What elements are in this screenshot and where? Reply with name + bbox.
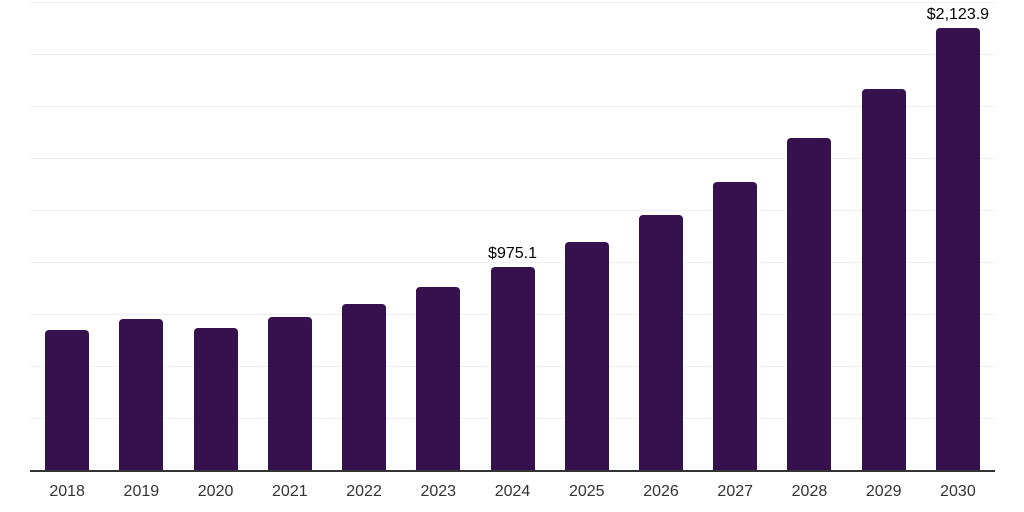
- x-tick-label-2030: 2030: [940, 483, 976, 500]
- x-tick-label-2020: 2020: [197, 483, 234, 500]
- gridline: [30, 106, 995, 107]
- bar-2022: [342, 304, 387, 470]
- bar-value-label: $975.1: [488, 245, 537, 263]
- x-tick-label-2018: 2018: [49, 483, 85, 500]
- bar-slot-2019: [104, 0, 178, 470]
- x-tick-label-2026: 2026: [643, 483, 679, 500]
- x-tick-label-2027: 2027: [717, 483, 754, 500]
- bar-2024: [490, 267, 535, 470]
- bar-slot-2029: [847, 0, 921, 470]
- gridline: [30, 54, 995, 55]
- x-tick-label-2021: 2021: [272, 483, 308, 500]
- bar-slot-2023: [401, 0, 475, 470]
- x-tick-label-2028: 2028: [791, 483, 828, 500]
- bar-2030: [935, 28, 980, 470]
- x-tick-label-2025: 2025: [568, 483, 605, 500]
- bar-2019: [119, 319, 164, 470]
- bar-slot-2021: [253, 0, 327, 470]
- x-tick-label-2022: 2022: [346, 483, 382, 500]
- bar-2025: [564, 242, 609, 470]
- bar-2026: [638, 214, 683, 470]
- gridline: [30, 210, 995, 211]
- x-axis-labels: 2018 2019 2020 2021 2022 2023 2024 2025 2026 2027…: [30, 482, 995, 502]
- x-tick-label-2024: 2024: [494, 483, 531, 500]
- bar-slot-2025: [550, 0, 624, 470]
- bar-2023: [416, 286, 461, 470]
- bar-value-label: $2,123.9: [926, 6, 990, 24]
- bar-slot-2020: [178, 0, 252, 470]
- gridline: [30, 262, 995, 263]
- x-axis-line: [30, 470, 995, 472]
- bar-slot-2022: [327, 0, 401, 470]
- bar-slot-2028: [772, 0, 846, 470]
- bar-slot-2018: [30, 0, 104, 470]
- bar-2021: [267, 316, 312, 470]
- bar-slot-2024: $975.1: [475, 0, 549, 470]
- bar-slot-2027: [698, 0, 772, 470]
- bar-2027: [713, 181, 758, 470]
- bar-2018: [45, 330, 90, 470]
- x-tick-label-2029: 2029: [865, 483, 902, 500]
- plot-area: $975.1 $2,123.9: [30, 0, 995, 470]
- bar-2028: [787, 138, 832, 470]
- gridline: [30, 158, 995, 159]
- gridline: [30, 2, 995, 3]
- bar-slot-2030: $2,123.9: [921, 0, 995, 470]
- bar-2020: [193, 327, 238, 470]
- x-tick-label-2023: 2023: [420, 483, 457, 500]
- x-tick-label-2019: 2019: [123, 483, 160, 500]
- bar-2029: [861, 88, 906, 470]
- bar-slot-2026: [624, 0, 698, 470]
